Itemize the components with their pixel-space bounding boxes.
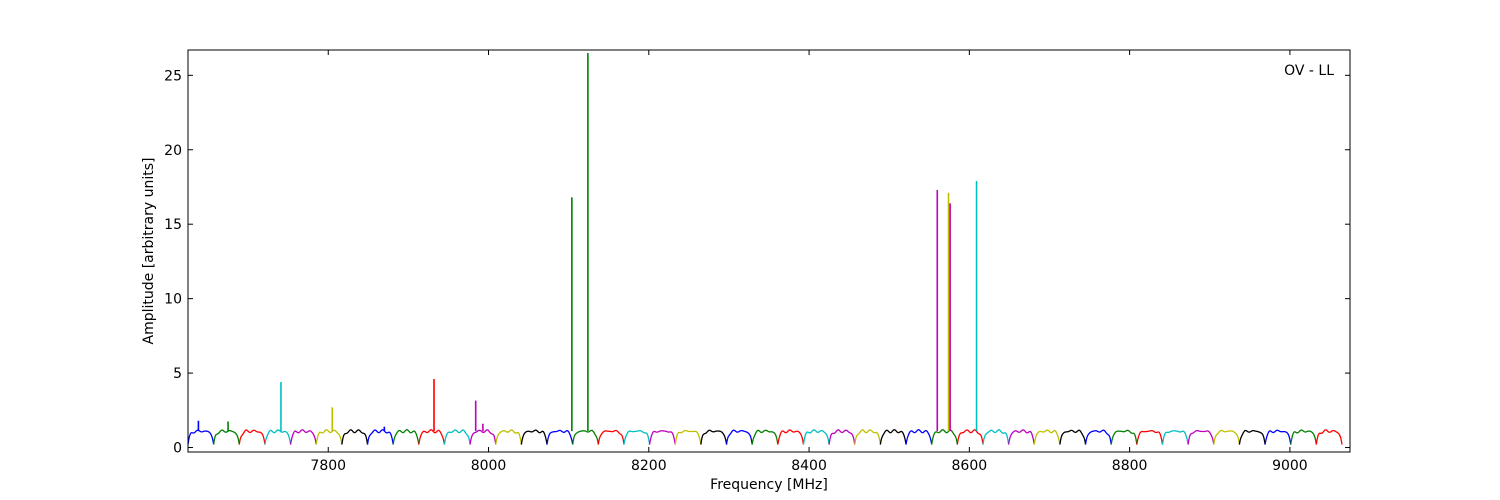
channel-segment-34: [1033, 429, 1061, 445]
channel-segment-28: [879, 429, 907, 445]
x-axis-label: Frequency [MHz]: [710, 477, 828, 493]
y-tick-label: 0: [173, 441, 182, 457]
channel-segment-42: [1238, 429, 1266, 445]
y-tick-label: 10: [164, 292, 182, 308]
channel-segment-15: [546, 429, 574, 445]
channel-segment-30: [931, 429, 958, 445]
channel-segment-11: [443, 429, 471, 445]
channel-segment-3: [238, 429, 266, 445]
channel-segment-14: [520, 429, 548, 445]
channel-segment-27: [854, 429, 882, 445]
series-layer: [188, 52, 1343, 445]
y-axis-label: Amplitude [arbitrary units]: [141, 158, 157, 345]
channel-segment-1: [188, 429, 215, 445]
y-axis-ticks: 0 5 10 15 20 25: [164, 68, 1350, 457]
channel-segment-45: [1315, 429, 1343, 445]
channel-segment-43: [1264, 429, 1292, 445]
channel-segment-36: [1084, 429, 1112, 445]
channel-segment-24: [777, 429, 805, 445]
channel-segment-40: [1187, 429, 1215, 445]
channel-segment-6: [315, 429, 343, 445]
y-tick-label: 15: [164, 217, 182, 233]
channel-segment-9: [392, 429, 420, 445]
channel-segment-23: [751, 429, 779, 445]
channel-segment-39: [1161, 430, 1189, 445]
channel-segment-22: [725, 429, 753, 445]
channel-segment-20: [674, 429, 702, 445]
y-tick-label: 25: [164, 68, 182, 84]
channel-segment-17: [597, 429, 625, 445]
x-tick-label: 8200: [631, 458, 667, 474]
channel-segment-19: [648, 430, 676, 445]
channel-segment-25: [802, 429, 830, 445]
channel-segment-31: [956, 429, 984, 445]
channel-segment-32: [982, 429, 1010, 445]
channel-segment-44: [1290, 429, 1317, 445]
x-tick-label: 8800: [1112, 458, 1148, 474]
channel-segment-41: [1213, 429, 1241, 445]
channel-segment-21: [700, 429, 728, 445]
channel-segment-13: [495, 429, 523, 445]
channel-segment-18: [623, 430, 651, 445]
channel-segment-16: [572, 429, 599, 445]
channel-segment-7: [341, 429, 369, 445]
channel-segment-26: [828, 429, 856, 445]
channel-segment-8: [366, 429, 394, 445]
channel-segment-37: [1110, 429, 1138, 445]
channel-segment-35: [1059, 429, 1087, 445]
x-tick-label: 8000: [471, 458, 507, 474]
channel-segment-33: [1007, 429, 1035, 445]
channel-segment-12: [469, 429, 497, 445]
channel-segment-29: [905, 429, 933, 445]
channel-segment-4: [264, 429, 292, 445]
x-axis-ticks: 7800 8000 8200 8400 8600 8800 9000: [310, 50, 1308, 474]
panel-annotation: OV - LL: [1284, 63, 1334, 79]
x-tick-label: 8600: [952, 458, 988, 474]
y-tick-label: 5: [173, 366, 182, 382]
x-tick-label: 9000: [1272, 458, 1308, 474]
channel-segment-5: [289, 429, 317, 445]
channel-segment-10: [418, 429, 446, 445]
plot-frame: [187, 49, 1351, 453]
channel-segment-38: [1136, 429, 1164, 445]
x-tick-label: 7800: [310, 458, 346, 474]
channel-segment-2: [212, 429, 240, 445]
y-tick-label: 20: [164, 143, 182, 159]
x-tick-label: 8400: [791, 458, 827, 474]
